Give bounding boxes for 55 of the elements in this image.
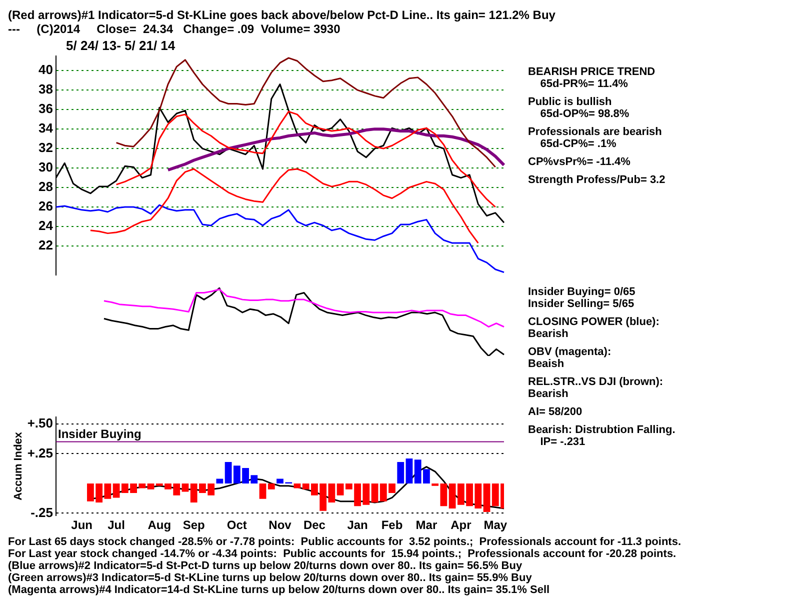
x-tick-label: Nov (268, 518, 292, 532)
ref-line-label: Insider Buying (58, 427, 142, 442)
x-tick-label: Jul (108, 518, 125, 532)
chart-title: (Red arrows)#1 Indicator=5-d St-KLine goes back above/below Pct-D Line.. Its gain= 121.2% Buy (8, 8, 556, 22)
y-tick-label: 26 (38, 198, 53, 214)
x-tick-label: Feb (381, 518, 403, 532)
y-tick-label: 38 (38, 82, 53, 97)
bar (147, 483, 154, 490)
y-tick-label: 24 (38, 218, 54, 234)
x-tick-label: Apr (450, 518, 472, 532)
x-tick-label: May (484, 518, 508, 532)
text: For Last 65 days stock changed -28.5% or -7.78 points: Public accounts for 3.52 points.; Professionals account for -11.3 points. (8, 536, 682, 548)
y-tick-label: +.50 (27, 416, 53, 431)
y-tick-label: -.25 (30, 504, 53, 520)
text: (Blue arrows)#2 Indicator=5-d St-Pct-D turns up below 20/turns down over 80.. Its gain= 56.5% Buy (8, 560, 524, 572)
text: AI= 58/200 (528, 406, 584, 418)
text: CLOSING POWER (blue): Bearish (528, 316, 660, 340)
y-tick-label: 36 (38, 101, 53, 116)
text: Insider Buying= 0/65 Insider Selling= 5/65 (528, 286, 636, 310)
y-tick-label: 28 (38, 179, 53, 194)
bar (397, 462, 404, 484)
chart-subtitle: --- (C)2014 Close= 24.34 Change= .09 Volume= 3930 (8, 22, 342, 36)
bar (216, 478, 224, 484)
x-tick-label: Sep (182, 518, 205, 532)
text: Public is bullish 65d-OP%= 98.8% (528, 96, 630, 120)
x-tick-label: Dec (303, 518, 326, 532)
bar (483, 483, 490, 512)
text: CP%vsPr%= -11.4% (528, 156, 632, 168)
x-tick-label: Jun (71, 518, 93, 532)
y-tick-label: 22 (38, 238, 53, 253)
text: (Green arrows)#3 Indicator=5-d St-KLine turns up below 20/turns down over 80.. Its gain= 55.9% Buy (8, 572, 533, 584)
y-tick-label: 40 (38, 62, 53, 78)
y-tick-label: +.25 (27, 445, 53, 460)
y-tick-label: 30 (38, 160, 53, 175)
bar (182, 483, 189, 492)
bar (406, 458, 413, 484)
x-tick-label: Mar (416, 518, 438, 532)
y-tick-label: 32 (38, 140, 53, 156)
text: OBV (magenta): Beaish (528, 346, 612, 370)
y-axis-title: Accum Index (12, 431, 25, 500)
text: (Magenta arrows)#4 Indicator=14-d St-KLine turns up below 20/turns down over 80.. Its gain= 35.1% Sell (8, 584, 551, 596)
text: BEARISH PRICE TREND 65d-PR%= 11.4% (528, 66, 656, 90)
text: For Last year stock changed -14.7% or -4.34 points: Public accounts for 15.94 points.; Professionals account for -20.28 points. (8, 548, 678, 560)
x-tick-label: Oct (226, 518, 247, 532)
text: REL.STR..VS DJI (brown): Bearish (528, 376, 664, 400)
x-tick-label: Aug (148, 518, 172, 532)
bar (371, 483, 378, 503)
y-tick-label: 34 (38, 120, 54, 136)
text: 5/ 24/ 13- 5/ 21/ 14 (66, 38, 176, 54)
text: Professionals are bearish 65d-CP%= .1% (528, 126, 663, 150)
bar (268, 483, 275, 490)
x-tick-label: Jan (347, 518, 368, 532)
text: Strength Profess/Pub= 3.2 (528, 174, 666, 186)
bar (259, 483, 266, 499)
text: Bearish: Distrubtion Falling. IP= -.231 (528, 424, 676, 448)
